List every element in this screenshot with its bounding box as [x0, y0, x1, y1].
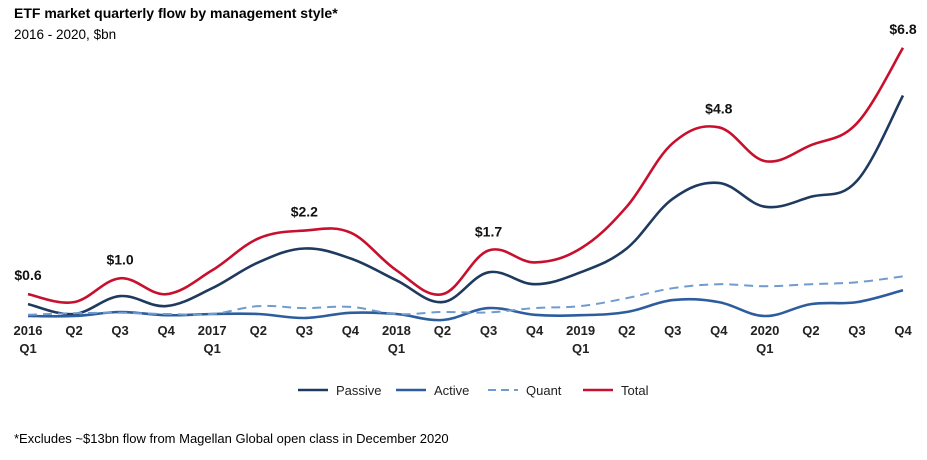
x-tick-label: Q3	[848, 323, 865, 338]
x-tick-label: Q4	[342, 323, 360, 338]
chart-subtitle: 2016 - 2020, $bn	[14, 27, 117, 42]
x-tick-label: 2019	[566, 323, 595, 338]
x-tick-label: Q4	[710, 323, 728, 338]
data-label: $6.8	[889, 21, 916, 37]
data-label: $1.0	[106, 251, 133, 267]
data-label: $0.6	[14, 267, 41, 283]
series-layer	[27, 47, 905, 322]
series-line-passive	[27, 94, 905, 316]
data-label: $2.2	[291, 204, 318, 220]
x-tick-label: Q2	[618, 323, 635, 338]
x-tick-label: Q1	[756, 341, 773, 356]
x-tick-label: Q2	[434, 323, 451, 338]
series-line-quant	[27, 275, 904, 316]
x-tick-label: 2020	[750, 323, 779, 338]
x-tick-label: Q1	[19, 341, 36, 356]
series-line-active	[27, 288, 904, 322]
x-tick-label: Q3	[664, 323, 681, 338]
data-label-layer: $0.6 $1.0 $2.2 $1.7 $4.8 $6.8	[14, 21, 916, 283]
x-tick-label: Q1	[572, 341, 589, 356]
x-tick-label: 2016	[14, 323, 43, 338]
series-line-total	[27, 47, 905, 304]
legend: Passive Active Quant Total	[298, 383, 649, 398]
x-axis-ticks: 2016 Q1 Q2 Q3 Q4 2017 Q1 Q2 Q3 Q4 2018 Q1 Q2 Q3 Q4 2019…	[14, 323, 913, 356]
x-tick-label: Q4	[157, 323, 175, 338]
chart-title: ETF market quarterly flow by management …	[14, 5, 338, 21]
x-tick-label: Q4	[894, 323, 912, 338]
legend-label-quant: Quant	[526, 383, 562, 398]
x-tick-label: Q2	[802, 323, 819, 338]
legend-label-active: Active	[434, 383, 469, 398]
x-tick-label: Q1	[204, 341, 221, 356]
legend-label-total: Total	[621, 383, 649, 398]
x-tick-label: Q2	[65, 323, 82, 338]
x-tick-label: 2018	[382, 323, 411, 338]
footnote: *Excludes ~$13bn flow from Magellan Glob…	[14, 431, 449, 446]
x-tick-label: Q3	[480, 323, 497, 338]
x-tick-label: Q1	[388, 341, 405, 356]
x-tick-label: Q3	[111, 323, 128, 338]
data-label: $1.7	[475, 223, 502, 239]
x-tick-label: Q3	[296, 323, 313, 338]
legend-label-passive: Passive	[336, 383, 382, 398]
x-tick-label: 2017	[198, 323, 227, 338]
x-tick-label: Q4	[526, 323, 544, 338]
data-label: $4.8	[705, 100, 732, 116]
x-tick-label: Q2	[250, 323, 267, 338]
